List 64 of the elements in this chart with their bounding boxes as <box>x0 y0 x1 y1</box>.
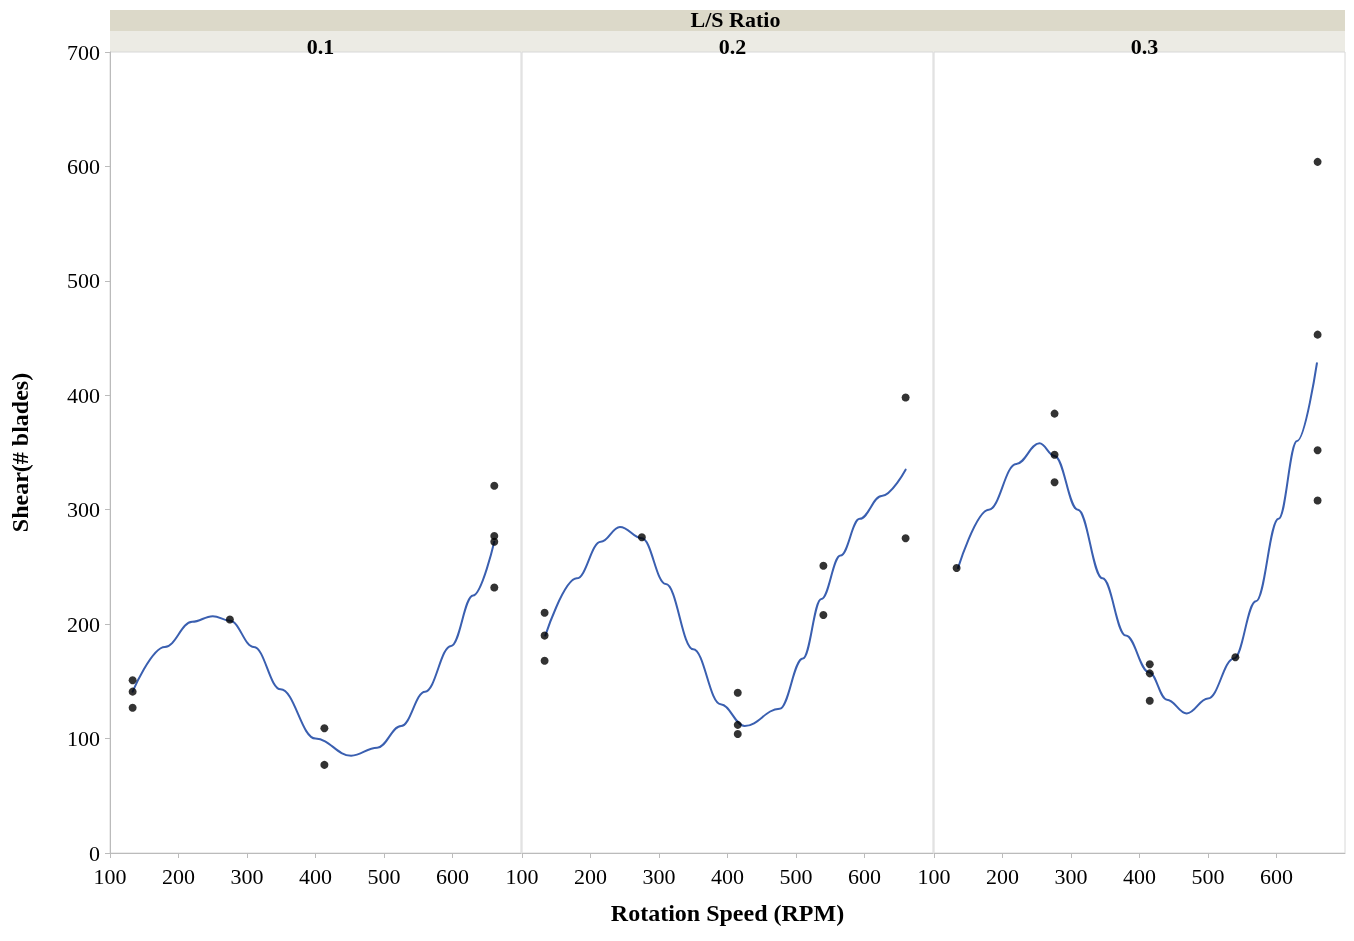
y-tick-label: 0 <box>89 840 100 866</box>
x-tick-label: 200 <box>574 863 607 889</box>
y-tick-label: 100 <box>67 726 100 752</box>
x-tick-label: 500 <box>779 863 813 889</box>
point <box>1145 669 1154 678</box>
text: L/S Ratio <box>690 6 781 32</box>
x-tick-label: 400 <box>1123 863 1156 889</box>
point <box>490 481 499 490</box>
x-tick-label: 100 <box>93 863 127 889</box>
point <box>490 537 499 546</box>
point <box>733 720 742 729</box>
x-tick-label: 300 <box>1054 863 1088 889</box>
point <box>490 583 499 592</box>
x-tick-label: 600 <box>848 863 881 889</box>
x-tick-label: 400 <box>711 863 744 889</box>
x-axis-title: Rotation Speed (RPM) <box>610 900 845 926</box>
point <box>1313 446 1322 455</box>
point <box>128 687 137 696</box>
point <box>1313 157 1322 166</box>
y-tick-label: 600 <box>67 153 100 179</box>
x-tick-label: 200 <box>162 863 195 889</box>
point <box>225 615 234 624</box>
x-tick-label: 500 <box>1191 863 1225 889</box>
y-axis-title: Shear(# blades) <box>7 372 33 533</box>
point <box>320 724 329 733</box>
point <box>819 610 828 619</box>
x-tick-label: 100 <box>505 863 539 889</box>
chart-title: 0.2 <box>718 33 747 59</box>
point <box>128 703 137 712</box>
x-tick-label: 500 <box>367 863 401 889</box>
chart-title: 0.1 <box>306 33 335 59</box>
point <box>128 676 137 685</box>
point <box>1050 478 1059 487</box>
point <box>1313 330 1322 339</box>
point <box>819 561 828 570</box>
y-tick-label: 500 <box>67 268 100 294</box>
point <box>1050 450 1059 459</box>
y-tick-label: 700 <box>67 39 100 65</box>
x-tick-label: 300 <box>642 863 676 889</box>
point <box>637 533 646 542</box>
y-tick-label: 300 <box>67 497 100 523</box>
point <box>1231 653 1240 662</box>
point <box>901 393 910 402</box>
y-tick-label: 200 <box>67 611 100 637</box>
point <box>733 688 742 697</box>
chart-title: 0.3 <box>1130 33 1159 59</box>
x-tick-label: 600 <box>1260 863 1293 889</box>
point <box>952 564 961 573</box>
point <box>901 534 910 543</box>
y-tick-label: 400 <box>67 382 100 408</box>
x-tick-label: 300 <box>230 863 264 889</box>
point <box>540 608 549 617</box>
point <box>320 760 329 769</box>
point <box>1145 660 1154 669</box>
x-tick-label: 200 <box>986 863 1019 889</box>
point <box>1313 496 1322 505</box>
point <box>733 730 742 738</box>
point <box>1050 409 1059 418</box>
x-tick-label: 100 <box>917 863 951 889</box>
point <box>1145 696 1154 705</box>
point <box>540 656 549 665</box>
x-tick-label: 600 <box>436 863 469 889</box>
x-tick-label: 400 <box>299 863 332 889</box>
point <box>540 631 549 640</box>
